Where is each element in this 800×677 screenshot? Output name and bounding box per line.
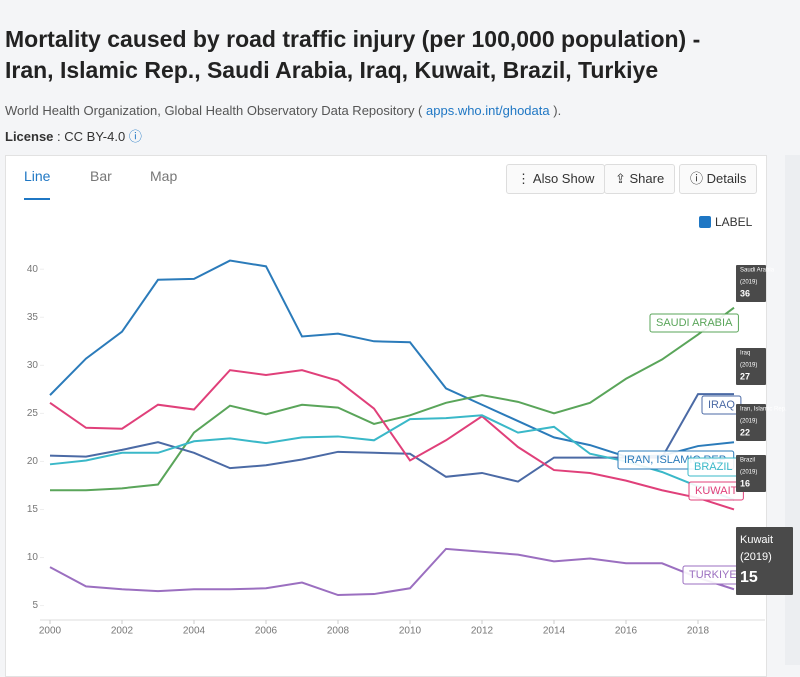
license-value: : CC BY-4.0: [57, 129, 126, 144]
series-line: [49, 369, 735, 511]
checkbox[interactable]: [699, 216, 711, 228]
tab[interactable]: Map: [150, 168, 178, 184]
line-label: Saudi Arabia: [649, 313, 739, 333]
end-box-year: (2019): [740, 363, 757, 369]
also-show-button[interactable]: ⋮ Also Show: [506, 164, 606, 194]
x-tick-label: 2002: [111, 626, 134, 637]
line-label-text: Kuwait: [695, 485, 738, 497]
x-tick-label: 2000: [39, 626, 62, 637]
line-label: Iraq: [701, 395, 742, 415]
end-box-value: 15: [740, 569, 758, 586]
y-tick-label: 20: [27, 456, 39, 467]
end-box-year: (2019): [740, 551, 772, 563]
share-button[interactable]: ⇪ Share: [604, 164, 676, 194]
end-box-year: (2019): [740, 419, 757, 425]
x-tick-label: 2006: [255, 626, 278, 637]
x-tick-label: 2004: [183, 626, 206, 637]
line-label: Kuwait: [688, 481, 744, 501]
button-label: Also Show: [532, 171, 595, 186]
x-tick-label: 2018: [687, 626, 710, 637]
license: License : CC BY-4.0 ⓘ: [5, 126, 142, 145]
end-box-value: 36: [740, 288, 750, 298]
tab[interactable]: Bar: [90, 168, 112, 184]
source-text: World Health Organization, Global Health…: [5, 103, 423, 118]
line-label: Brazil: [687, 457, 740, 477]
x-tick-label: 2014: [543, 626, 566, 637]
series-line: [49, 259, 735, 458]
line-label-text: Saudi Arabia: [656, 317, 733, 329]
y-tick-label: 40: [27, 264, 39, 275]
x-tick-label: 2016: [615, 626, 638, 637]
x-tick-label: 2010: [399, 626, 422, 637]
license-label: License: [5, 129, 54, 144]
x-tick-label: 2012: [471, 626, 494, 637]
end-box-year: (2019): [740, 280, 757, 286]
end-box: [736, 455, 766, 492]
end-box: [736, 265, 766, 302]
y-tick-label: 30: [27, 360, 39, 371]
y-tick-label: 15: [27, 504, 39, 515]
button-label: Share: [629, 171, 665, 186]
line-label: Turkiye: [682, 565, 744, 585]
end-box-name: Iraq: [740, 351, 750, 357]
end-box-name: Iran, Islamic Rep.: [740, 407, 787, 413]
end-box-value: 27: [740, 371, 750, 381]
page-title: Mortality caused by road traffic injury …: [5, 26, 701, 83]
x-tick-label: 2008: [327, 626, 350, 637]
button-label: Details: [706, 171, 747, 186]
label-toggle[interactable]: LABEL: [699, 215, 752, 229]
source-text: ).: [553, 103, 562, 118]
line-label-text: Iraq: [708, 399, 735, 411]
end-box-name: Brazil: [740, 458, 755, 464]
end-box-year: (2019): [740, 470, 757, 476]
series-line: [49, 547, 735, 597]
end-box: [736, 404, 766, 441]
label-text: LABEL: [715, 215, 753, 229]
end-box: [736, 348, 766, 385]
end-box-name: Kuwait: [740, 534, 773, 546]
details-button[interactable]: ⓘ Details: [679, 164, 758, 194]
y-tick-label: 10: [27, 552, 39, 563]
line-label-text: Brazil: [694, 461, 733, 473]
y-tick-label: 35: [27, 312, 39, 323]
end-box-value: 22: [740, 427, 750, 437]
source-link[interactable]: apps.who.int/ghodata: [426, 103, 550, 118]
end-box-name: Saudi Arabia: [740, 268, 775, 274]
end-box: [736, 527, 793, 595]
line-label-box: [649, 313, 739, 333]
tab[interactable]: Line: [24, 168, 51, 200]
end-box-value: 16: [740, 478, 750, 488]
series-line: [50, 306, 735, 492]
y-tick-label: 5: [32, 600, 38, 611]
line-label-text: Turkiye: [689, 569, 737, 581]
source: World Health Organization, Global Health…: [5, 103, 561, 118]
y-tick-label: 25: [27, 408, 39, 419]
info-icon[interactable]: ⓘ: [128, 129, 142, 144]
